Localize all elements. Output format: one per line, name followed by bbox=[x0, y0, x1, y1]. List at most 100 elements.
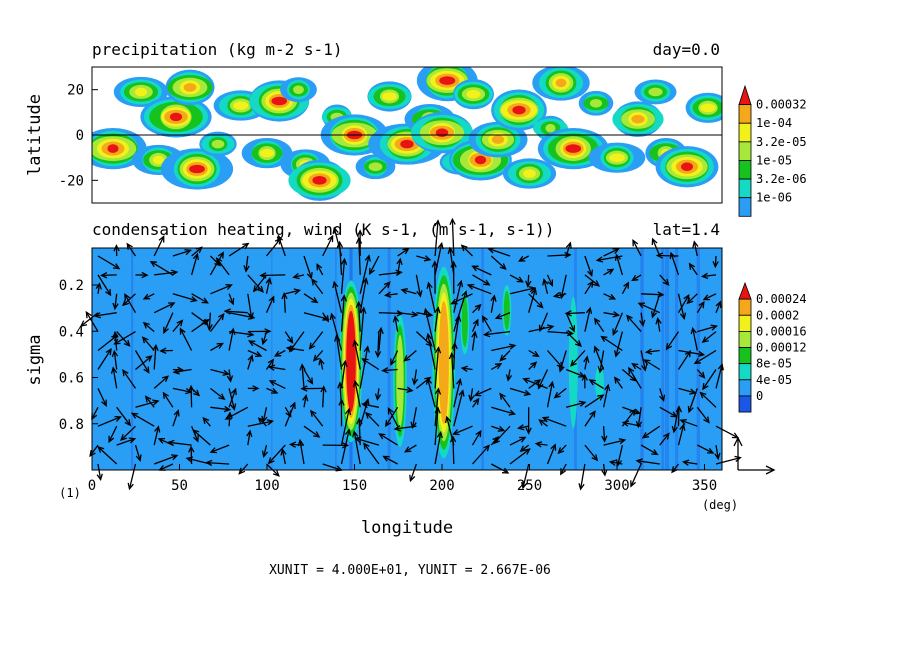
wind-arrow bbox=[390, 350, 399, 366]
x-axis-label: longitude bbox=[361, 518, 453, 538]
wind-arrow bbox=[702, 369, 717, 391]
wind-arrow bbox=[112, 330, 119, 351]
wind-arrow bbox=[677, 293, 690, 314]
wind-arrow bbox=[677, 293, 687, 320]
wind-arrow bbox=[352, 430, 361, 465]
wind-arrow bbox=[209, 444, 230, 454]
wind-arrow bbox=[369, 255, 380, 276]
wind-arrow bbox=[471, 318, 479, 332]
wind-arrow bbox=[434, 430, 443, 465]
wind-arrow bbox=[603, 438, 627, 446]
precip-cell bbox=[634, 79, 677, 105]
wind-arrow bbox=[247, 385, 260, 392]
wind-arrow bbox=[153, 375, 170, 389]
heating-streak bbox=[661, 248, 665, 470]
wind-arrow bbox=[113, 331, 136, 345]
wind-arrow bbox=[423, 307, 436, 351]
wind-arrow bbox=[581, 373, 588, 389]
wind-arrow bbox=[565, 241, 572, 257]
wind-arrow bbox=[552, 292, 567, 299]
precip-cell bbox=[165, 69, 215, 106]
precip-contour bbox=[609, 153, 625, 162]
wind-arrow bbox=[491, 425, 506, 432]
colorbar-swatch bbox=[738, 298, 752, 316]
wind-arrow bbox=[650, 293, 661, 319]
wind-arrow bbox=[226, 411, 233, 427]
heating-streak bbox=[640, 248, 643, 470]
wind-arrow bbox=[261, 331, 268, 346]
colorbar-label: 0.00032 bbox=[756, 98, 807, 112]
precip-cell bbox=[578, 90, 614, 116]
precip-contour bbox=[439, 76, 456, 85]
wind-arrow bbox=[276, 234, 286, 257]
wind-arrow bbox=[700, 272, 717, 280]
wind-arrow bbox=[584, 444, 599, 462]
colorbar-label: 0 bbox=[756, 389, 763, 403]
wind-arrow bbox=[384, 406, 399, 428]
wind-arrow bbox=[192, 429, 211, 446]
precip-cell bbox=[655, 146, 719, 188]
colorbar-label: 0.0002 bbox=[756, 308, 799, 322]
wind-arrow bbox=[261, 407, 268, 424]
wind-arrow bbox=[702, 293, 717, 301]
wind-arrow bbox=[601, 426, 608, 443]
colorbar-swatch bbox=[738, 395, 752, 413]
heating-lat-label: lat=1.4 bbox=[653, 220, 720, 239]
wind-arrow bbox=[108, 425, 118, 444]
wind-arrow bbox=[534, 441, 548, 448]
heating-contour bbox=[461, 296, 468, 348]
wind-arrow bbox=[259, 272, 286, 279]
wind-arrow bbox=[396, 257, 403, 276]
wind-arrow bbox=[434, 306, 441, 332]
wind-arrow bbox=[490, 255, 507, 271]
wind-arrow bbox=[378, 433, 398, 446]
wind-arrow bbox=[142, 293, 155, 300]
wind-arrow bbox=[696, 369, 706, 379]
precip-contour bbox=[589, 98, 603, 108]
wind-arrow bbox=[411, 369, 419, 386]
heating-streak bbox=[271, 248, 273, 470]
wind-arrow bbox=[378, 281, 391, 295]
heating-x-ticks: 0 50 100 150 200 250 300 350 bbox=[88, 464, 717, 494]
wind-arrow bbox=[172, 248, 192, 257]
wind-arrow bbox=[205, 459, 230, 467]
precip-y-tick-label: 20 bbox=[67, 83, 84, 99]
reference-vector bbox=[733, 436, 776, 475]
heating-contour bbox=[438, 301, 449, 424]
precip-cell bbox=[199, 131, 237, 157]
wind-arrow bbox=[434, 241, 444, 276]
wind-arrow bbox=[130, 412, 155, 427]
colorbar-swatch bbox=[738, 379, 752, 397]
wind-arrow bbox=[426, 281, 436, 313]
wind-arrow bbox=[172, 293, 198, 303]
wind-arrow bbox=[322, 442, 350, 449]
wind-arrow bbox=[528, 379, 542, 389]
wind-arrow bbox=[410, 407, 418, 429]
wind-arrow bbox=[210, 342, 224, 352]
wind-arrow bbox=[356, 229, 364, 257]
wind-arrow bbox=[448, 352, 456, 389]
precip-y-ticks: 20 0 -20 bbox=[59, 83, 98, 189]
wind-arrow bbox=[267, 444, 286, 465]
wind-arrow bbox=[687, 388, 698, 414]
wind-arrow bbox=[112, 293, 119, 311]
wind-arrow bbox=[449, 217, 456, 257]
wind-arrow bbox=[127, 463, 137, 491]
wind-arrow bbox=[584, 306, 593, 332]
wind-arrow bbox=[202, 416, 211, 427]
colorbar-label: 4e-05 bbox=[756, 373, 792, 387]
wind-arrow bbox=[223, 308, 248, 315]
precip-colorbar: 1e-06 3.2e-06 1e-05 3.2e-05 1e-04 0.00032 bbox=[738, 84, 807, 217]
wind-arrow bbox=[247, 274, 265, 293]
precip-cell bbox=[92, 128, 147, 170]
wind-arrow bbox=[425, 377, 436, 408]
wind-arrow bbox=[247, 349, 263, 358]
precip-y-label: latitude bbox=[25, 94, 45, 176]
heating-streak bbox=[481, 248, 484, 470]
wind-arrow bbox=[409, 463, 418, 483]
colorbar-swatch bbox=[738, 160, 752, 180]
wind-arrow bbox=[144, 395, 155, 408]
wind-arrow bbox=[113, 244, 120, 257]
precip-cell bbox=[685, 92, 722, 123]
